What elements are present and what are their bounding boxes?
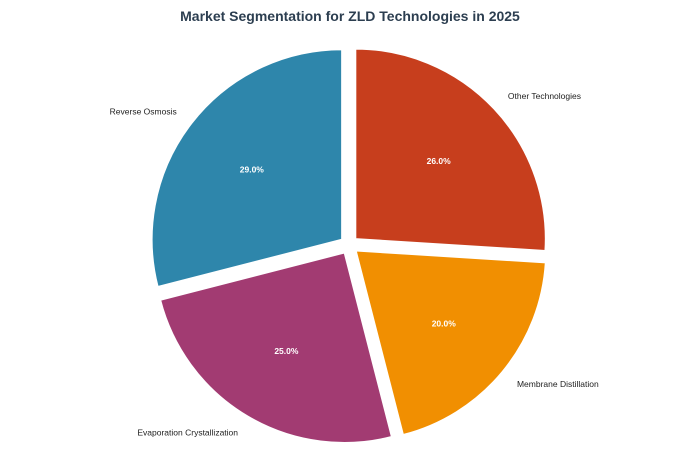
pie-slice-membrane-distillation [354, 249, 547, 436]
pct-label: 29.0% [240, 165, 265, 175]
slice-label: Other Technologies [508, 91, 581, 101]
pct-label: 20.0% [432, 318, 457, 328]
pct-label: 26.0% [427, 156, 452, 166]
pie-slice-reverse-osmosis [151, 48, 343, 288]
slice-label: Evaporation Crystallization [137, 428, 238, 438]
pie-slice-other-technologies [354, 48, 547, 252]
pct-label: 25.0% [274, 346, 299, 356]
chart-title: Market Segmentation for ZLD Technologies… [180, 8, 520, 24]
pie-slice-evaporation-crystallization [159, 251, 393, 444]
slice-label: Membrane Distillation [517, 379, 599, 389]
slice-label: Reverse Osmosis [110, 106, 177, 116]
